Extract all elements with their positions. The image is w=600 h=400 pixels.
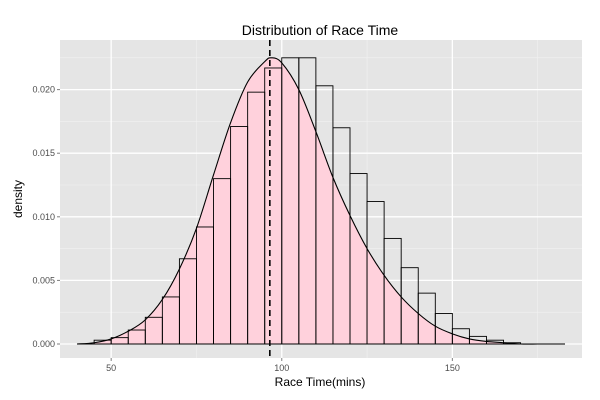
x-axis-ticks: 50 100 150 xyxy=(106,358,460,373)
y-axis-ticks: 0.000 0.005 0.010 0.015 0.020 xyxy=(32,85,60,349)
y-tick-label: 0.020 xyxy=(32,85,55,95)
density-area xyxy=(77,57,565,345)
y-tick-label: 0.000 xyxy=(32,339,55,349)
x-tick-label: 150 xyxy=(445,363,460,373)
y-tick-label: 0.005 xyxy=(32,275,55,285)
y-tick-label: 0.010 xyxy=(32,212,55,222)
y-axis-title: density xyxy=(11,180,25,218)
y-tick-label: 0.015 xyxy=(32,148,55,158)
x-tick-label: 100 xyxy=(274,363,289,373)
chart-title: Distribution of Race Time xyxy=(242,22,399,38)
x-tick-label: 50 xyxy=(106,363,116,373)
density-curve xyxy=(77,57,565,345)
x-axis-title: Race Time(mins) xyxy=(275,375,366,389)
